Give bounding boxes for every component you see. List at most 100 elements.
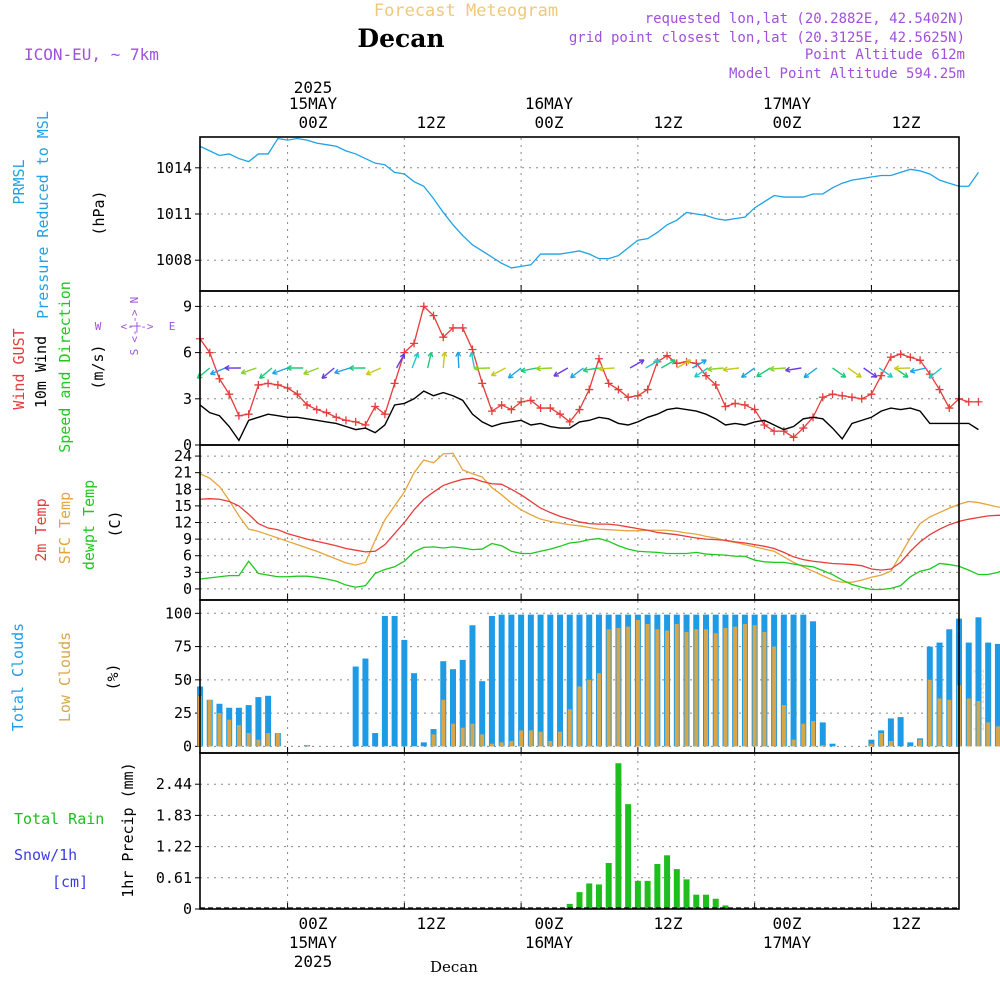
low-cloud-bar (888, 741, 893, 747)
low-cloud-bar (645, 623, 650, 747)
wind-arrow-head (598, 365, 604, 372)
wind-arrow-head (209, 369, 216, 376)
pressure-label-short: PRMSL (10, 159, 28, 204)
gust-point (877, 371, 886, 380)
low-cloud-bar (869, 743, 874, 747)
total-cloud-bar (907, 742, 914, 747)
low-cloud-bar (256, 739, 261, 747)
total-cloud-bar (994, 643, 1000, 747)
wind-arrow-head (722, 366, 729, 373)
wind-arrow (598, 367, 615, 370)
y-tick-label: 15 (174, 497, 192, 515)
bottom-tick-12z-2: 12Z (654, 914, 683, 933)
gust-point (254, 380, 263, 389)
gust-point (663, 351, 672, 360)
wind-arrow-head (909, 367, 916, 374)
total-cloud-bar (566, 614, 573, 747)
low-cloud-bar (976, 701, 981, 747)
gust-point (828, 390, 837, 399)
total-cloud-bar (965, 642, 972, 747)
wind-arrow (508, 367, 522, 379)
wind-arrow (570, 367, 584, 379)
gust-point (789, 433, 798, 442)
y-tick-label: 1008 (156, 251, 192, 269)
y-tick-label: 12 (174, 514, 192, 532)
gust-point (303, 400, 312, 409)
low-cloud-bar (713, 633, 718, 747)
tsfc-label: SFC Temp (56, 492, 74, 564)
temp-unit: (C) (106, 510, 124, 537)
rain-bar (693, 894, 700, 909)
y-tick-label: 6 (183, 344, 192, 362)
rain-bar (634, 880, 641, 909)
gust-point (624, 393, 633, 402)
wind-arrow (259, 367, 273, 379)
total-cloud-bar (829, 743, 836, 747)
gridpoint-coords: grid point closest lon,lat (20.3125E, 42… (569, 30, 965, 46)
low-cloud-bar (538, 731, 543, 747)
low-cloud-bar (227, 719, 232, 747)
top-year: 2025 (294, 78, 333, 97)
top-tick-00z-3: 00Z (773, 113, 802, 132)
wind-arrow-head (582, 366, 589, 373)
wind-arrow-head (670, 359, 676, 365)
gust-point (517, 397, 526, 406)
low-cloud-bar (489, 743, 494, 747)
low-cloud-bar (441, 699, 446, 747)
wind-label: 10m Wind (32, 336, 50, 408)
gust-point (935, 385, 944, 394)
rain-bar (673, 869, 680, 909)
wind-arrow (769, 367, 786, 370)
low-cloud-bar (626, 626, 631, 747)
wind-arrow (241, 367, 257, 374)
top-tick-12z-3: 12Z (892, 113, 921, 132)
low-cloud-bar (820, 745, 825, 747)
low-cloud-bar (665, 630, 670, 747)
bottom-date-2: 16MAY (525, 933, 574, 952)
gust-point (945, 404, 954, 413)
wind-arrow (411, 352, 419, 369)
total-cloud-bar (401, 639, 408, 747)
low-cloud-bar (451, 723, 455, 747)
gust-point (458, 323, 467, 332)
low-cloud-bar (879, 733, 884, 747)
low-cloud-bar (460, 727, 465, 747)
gust-point (818, 393, 827, 402)
low-cloud-bar (616, 627, 621, 747)
wind-arrow (210, 367, 226, 375)
low-cloud-bar (733, 626, 738, 747)
t2m-line (199, 477, 1000, 571)
total-cloud-bar (576, 614, 583, 747)
low-cloud-bar (674, 623, 679, 747)
wind-arrow-head (902, 372, 909, 378)
total-cloud-bar (255, 697, 262, 747)
low-cloud-bar (811, 721, 816, 747)
wind-arrow-head (769, 365, 775, 372)
low-clouds-label: Low Clouds (56, 632, 74, 722)
gust-point (565, 417, 574, 426)
point-altitude: Point Altitude 612m (805, 47, 965, 63)
wind-arrow (723, 367, 740, 371)
gust-point (244, 410, 253, 419)
total-cloud-bar (800, 614, 807, 747)
low-cloud-bar (587, 679, 592, 747)
gust-point (857, 394, 866, 403)
rain-bar (615, 763, 622, 909)
wind-arrow-head (259, 373, 265, 379)
low-cloud-bar (918, 739, 923, 747)
gust-point (225, 390, 234, 399)
y-tick-label: 9 (183, 530, 192, 548)
gust-point (750, 405, 759, 414)
low-cloud-bar (742, 623, 747, 747)
y-tick-label: 9 (183, 297, 192, 315)
snow-unit: [cm] (52, 873, 88, 891)
y-tick-label: 24 (174, 447, 192, 465)
gust-point (556, 410, 565, 419)
low-cloud-bar (752, 625, 757, 747)
low-cloud-bar (499, 742, 504, 747)
top-date-3: 17MAY (763, 94, 812, 113)
low-cloud-bar (266, 733, 271, 747)
gust-point (867, 390, 876, 399)
wind-arrow (536, 367, 553, 370)
bottom-tick-00z-1: 00Z (299, 914, 328, 933)
